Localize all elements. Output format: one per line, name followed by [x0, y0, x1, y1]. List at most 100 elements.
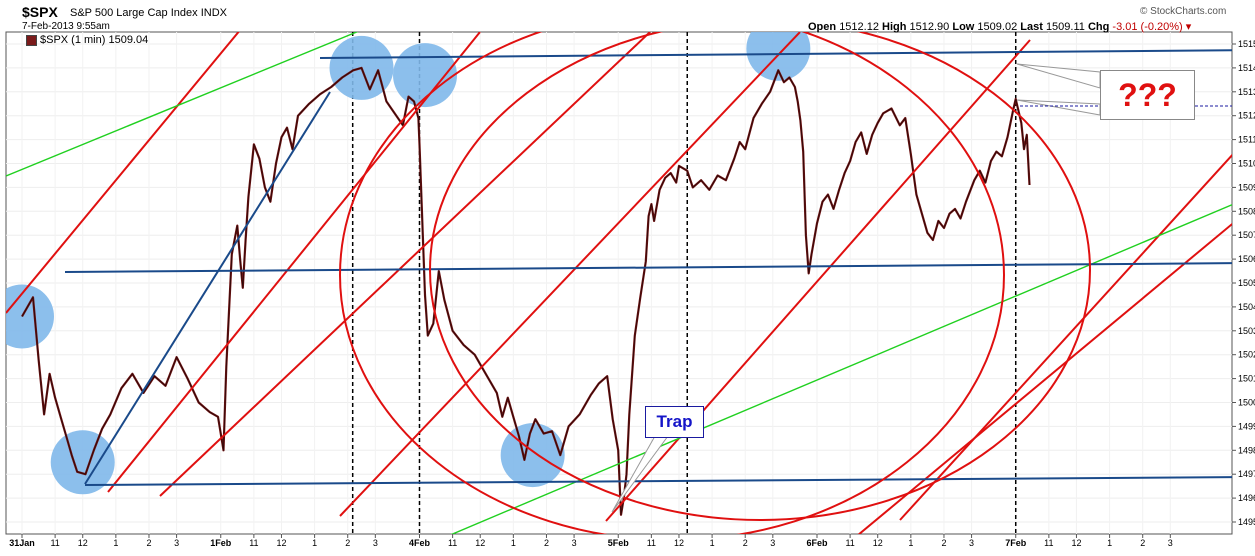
- y-tick-label: 1502: [1238, 350, 1255, 360]
- red-channel-line: [339, 32, 801, 517]
- y-tick-label: 1515: [1238, 39, 1255, 49]
- open-value: 1512.12: [839, 21, 879, 33]
- high-value: 1512.90: [909, 21, 950, 33]
- x-tick-label: 3: [572, 538, 577, 548]
- x-tick-label: 12: [78, 538, 88, 548]
- x-tick-label: 31Jan: [9, 538, 35, 548]
- low-value: 1509.02: [977, 21, 1018, 33]
- x-tick-label: 1: [113, 538, 118, 548]
- y-tick-label: 1506: [1238, 254, 1255, 264]
- blue-support-line: [84, 476, 1232, 486]
- y-tick-label: 1512: [1238, 111, 1255, 121]
- x-tick-label: 1Feb: [210, 538, 232, 548]
- red-channel-line: [899, 153, 1232, 521]
- highlight-circle: [746, 32, 811, 81]
- x-tick-label: 2: [743, 538, 748, 548]
- x-tick-label: 12: [475, 538, 485, 548]
- x-tick-label: 3: [770, 538, 775, 548]
- chg-value: -3.01 (-0.20%): [1112, 21, 1183, 33]
- chg-label: Chg: [1087, 21, 1110, 33]
- x-tick-label: 11: [249, 538, 258, 548]
- x-tick-label: 3: [174, 538, 179, 548]
- x-tick-label: 3: [1168, 538, 1173, 548]
- x-tick-label: 2: [345, 538, 350, 548]
- y-tick-label: 1511: [1238, 135, 1255, 145]
- high-label: High: [882, 21, 907, 33]
- stockcharts-watermark: © StockCharts.com: [1140, 6, 1227, 17]
- x-tick-label: 6Feb: [806, 538, 828, 548]
- x-tick-label: 12: [674, 538, 684, 548]
- y-tick-label: 1504: [1238, 302, 1255, 312]
- low-label: Low: [952, 21, 975, 33]
- x-tick-label: 2: [941, 538, 946, 548]
- y-tick-label: 1495: [1238, 517, 1255, 527]
- x-tick-label: 11: [845, 538, 854, 548]
- trap-callout: Trap: [645, 406, 704, 438]
- chart-datetime: 7-Feb-2013 9:55am: [22, 21, 110, 32]
- legend-label: $SPX (1 min) 1509.04: [40, 34, 149, 46]
- highlight-circle: [393, 43, 458, 108]
- x-tick-label: 11: [1044, 538, 1053, 548]
- x-tick-label: 12: [873, 538, 883, 548]
- blue-trend-line: [84, 91, 331, 485]
- red-channel-line: [107, 32, 481, 493]
- blue-resistance-line: [319, 49, 1232, 59]
- red-channel-line: [6, 32, 240, 314]
- y-tick-label: 1500: [1238, 398, 1255, 408]
- x-tick-label: 2: [1140, 538, 1145, 548]
- x-tick-label: 1: [908, 538, 913, 548]
- red-channel-line: [159, 32, 651, 497]
- question-callout: ???: [1100, 70, 1195, 120]
- x-tick-label: 5Feb: [608, 538, 630, 548]
- y-tick-label: 1509: [1238, 182, 1255, 192]
- x-tick-label: 2: [544, 538, 549, 548]
- red-channel-line: [605, 39, 1031, 522]
- x-tick-label: 3: [373, 538, 378, 548]
- y-tick-label: 1505: [1238, 278, 1255, 288]
- last-value: 1509.11: [1045, 21, 1085, 33]
- x-tick-label: 7Feb: [1005, 538, 1027, 548]
- chg-down-icon: ▾: [1185, 21, 1192, 33]
- green-trend-line: [6, 32, 359, 177]
- y-tick-label: 1499: [1238, 421, 1255, 431]
- x-tick-label: 4Feb: [409, 538, 431, 548]
- red-ellipse-inner: [429, 32, 1091, 521]
- index-full-name: S&P 500 Large Cap Index: [70, 7, 198, 19]
- price-series-outline: [21, 67, 1030, 516]
- last-label: Last: [1020, 21, 1043, 33]
- red-ellipse-outer: [339, 32, 1005, 534]
- series-legend: $SPX (1 min) 1509.04: [26, 34, 148, 46]
- x-tick-label: 1: [710, 538, 715, 548]
- x-tick-label: 11: [647, 538, 656, 548]
- legend-swatch-icon: [26, 34, 37, 46]
- y-tick-label: 1498: [1238, 445, 1255, 455]
- y-tick-label: 1508: [1238, 206, 1255, 216]
- x-tick-label: 3: [969, 538, 974, 548]
- symbol-label: $SPX: [22, 4, 58, 20]
- x-tick-label: 12: [1071, 538, 1081, 548]
- index-name: S&P 500 Large Cap Index INDX: [70, 7, 227, 19]
- y-tick-label: 1510: [1238, 159, 1255, 169]
- x-tick-label: 1: [1107, 538, 1112, 548]
- y-tick-label: 1507: [1238, 230, 1255, 240]
- y-tick-label: 1496: [1238, 493, 1255, 503]
- x-tick-label: 12: [276, 538, 286, 548]
- highlight-circle: [50, 430, 115, 495]
- highlight-circle: [6, 284, 54, 349]
- x-tick-label: 1: [511, 538, 516, 548]
- exchange-label: INDX: [200, 7, 227, 19]
- x-tick-label: 11: [50, 538, 59, 548]
- x-tick-label: 1: [312, 538, 317, 548]
- y-tick-label: 1514: [1238, 63, 1255, 73]
- green-trend-line: [450, 203, 1232, 534]
- blue-pivot-line: [64, 262, 1232, 273]
- ohlc-readout: Open 1512.12 High 1512.90 Low 1509.02 La…: [808, 20, 1191, 33]
- y-tick-label: 1503: [1238, 326, 1255, 336]
- x-tick-label: 11: [448, 538, 457, 548]
- y-tick-label: 1497: [1238, 469, 1255, 479]
- x-tick-label: 2: [146, 538, 151, 548]
- open-label: Open: [808, 21, 837, 33]
